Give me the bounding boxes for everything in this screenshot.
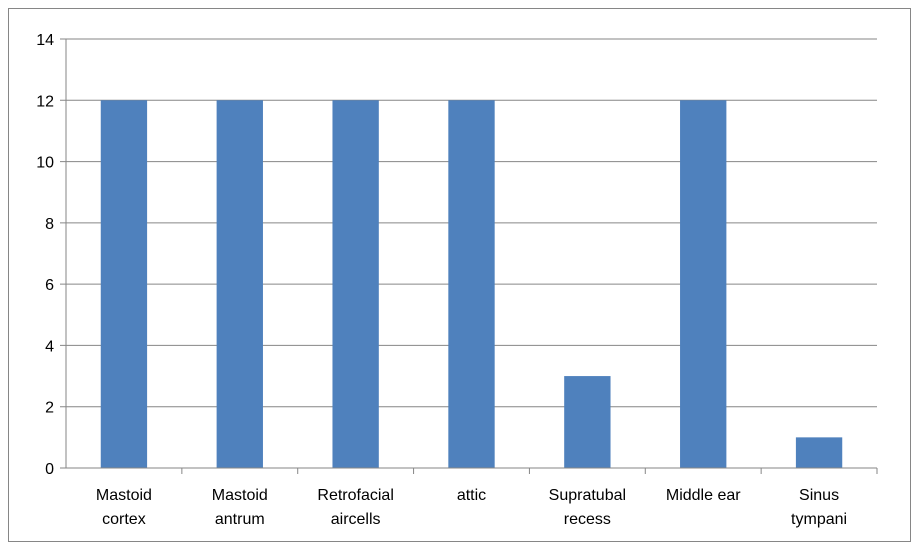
x-tick-label: Retrofacial aircells [317, 487, 393, 528]
y-tick-label: 10 [36, 155, 54, 172]
y-tick-label: 12 [36, 93, 54, 110]
x-tick-label: Sinus tympani [791, 487, 847, 528]
x-tick-label-line: antrum [215, 511, 265, 528]
bar [795, 437, 843, 468]
x-axis-labels: Mastoid cortex Mastoid antrum Retrofacial air… [96, 487, 847, 528]
bar [448, 100, 495, 469]
bar [332, 100, 379, 469]
x-tick-label-line: Retrofacial [317, 487, 393, 504]
x-tick-label-line: Sinus [799, 487, 839, 504]
y-tick-label: 6 [45, 277, 54, 294]
x-tick-label-line: tympani [791, 511, 847, 528]
x-tick-label: attic [457, 487, 486, 504]
x-tick-label-line: Mastoid [96, 487, 152, 504]
x-tick-label-line: cortex [102, 511, 146, 528]
x-tick-label-line: Supratubal [549, 487, 626, 504]
x-tick-label: Mastoid antrum [212, 487, 268, 528]
bar [680, 100, 727, 469]
y-tick-label: 8 [45, 216, 54, 233]
bars [100, 100, 843, 469]
x-tick-label: Middle ear [666, 487, 741, 504]
x-tick-label: Mastoid cortex [96, 487, 152, 528]
x-tick-label: Supratubal recess [549, 487, 626, 528]
x-tick-label-line: recess [564, 511, 611, 528]
y-tick-label: 2 [45, 400, 54, 417]
y-tick-label: 4 [45, 338, 54, 355]
chart-frame: 0 2 4 6 8 10 12 14 Mastoid cortex Mastoid antrum Re… [8, 8, 911, 542]
bar-chart: 0 2 4 6 8 10 12 14 Mastoid cortex Mastoid antrum Re… [36, 32, 878, 528]
x-axis [66, 467, 878, 474]
y-tick-label: 14 [36, 32, 54, 49]
x-tick-label-line: aircells [331, 511, 381, 528]
x-tick-label-line: Middle ear [666, 487, 741, 504]
bar [216, 100, 263, 469]
y-tick-label: 0 [45, 461, 54, 478]
bar [564, 376, 611, 468]
y-axis-ticks: 0 2 4 6 8 10 12 14 [36, 32, 54, 478]
x-tick-label-line: Mastoid [212, 487, 268, 504]
bar [100, 100, 148, 469]
x-tick-label-line: attic [457, 487, 486, 504]
